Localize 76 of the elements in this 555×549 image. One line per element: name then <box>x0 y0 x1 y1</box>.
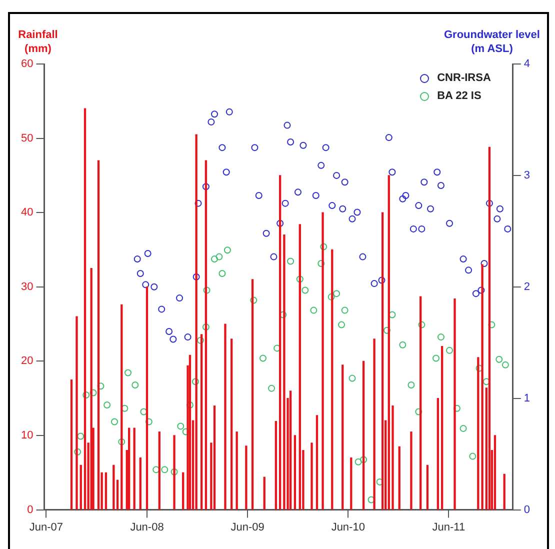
x-tick-label: Jun-10 <box>331 521 365 534</box>
bar <box>322 212 324 510</box>
bar <box>436 398 440 510</box>
y-tick-label: 40 <box>20 206 34 219</box>
bar <box>350 457 352 510</box>
bar <box>182 472 184 510</box>
bar <box>373 338 376 510</box>
bar <box>213 405 216 510</box>
bar <box>158 431 160 510</box>
bar <box>488 146 491 510</box>
y2-tick-label: 4 <box>524 58 530 70</box>
y2-tick-label: 3 <box>524 169 530 182</box>
bar <box>440 346 444 510</box>
bar <box>331 249 334 510</box>
bar <box>204 160 208 510</box>
bar <box>173 435 176 510</box>
bar <box>278 175 282 510</box>
bar <box>342 364 344 510</box>
bar <box>230 338 233 510</box>
x-tick-label: Jun-09 <box>230 521 264 534</box>
bar <box>112 464 115 510</box>
y-tick-label: 0 <box>27 504 34 516</box>
bar <box>316 415 318 510</box>
bar <box>494 435 496 510</box>
bar <box>454 298 456 510</box>
x-tick-label: Jun-07 <box>29 521 63 534</box>
bar <box>263 476 266 510</box>
bar <box>188 354 192 510</box>
y-tick-label: 10 <box>20 430 34 442</box>
bar <box>481 264 484 510</box>
bar <box>310 442 313 510</box>
bar <box>251 279 254 510</box>
x-tick-label: Jun-08 <box>130 521 164 534</box>
bar <box>80 464 82 510</box>
bar <box>420 296 422 510</box>
bar <box>76 316 78 510</box>
bar <box>289 390 292 510</box>
y2-tick-label: 1 <box>524 392 530 404</box>
bar <box>104 472 108 510</box>
x-tick-label: Jun-11 <box>432 521 466 534</box>
bar <box>388 175 390 510</box>
bar <box>195 134 198 510</box>
bar <box>362 360 365 510</box>
bar <box>410 431 412 510</box>
bar <box>97 160 100 510</box>
y2-tick-label: 2 <box>524 280 530 293</box>
bar <box>116 480 119 510</box>
bar <box>128 428 130 510</box>
y-tick-label: 60 <box>20 58 34 70</box>
legend-label: BA 22 IS <box>437 90 482 102</box>
bar <box>294 435 296 510</box>
y-axis-title: Rainfall (mm) <box>17 28 59 56</box>
bar <box>120 304 123 510</box>
bar <box>503 474 506 510</box>
y2-axis-title: Groundwater level (m ASL) <box>443 28 541 56</box>
bar <box>245 446 248 510</box>
y2-tick-label: 0 <box>524 504 530 516</box>
bar <box>139 457 142 510</box>
bar <box>426 464 429 510</box>
bar <box>200 334 203 510</box>
bar <box>236 431 238 510</box>
y-tick-label: 50 <box>20 132 34 144</box>
bar <box>283 234 286 510</box>
bar <box>381 212 384 510</box>
y-tick-label: 30 <box>20 280 34 293</box>
bar <box>70 379 73 510</box>
bar <box>298 224 301 510</box>
bar <box>224 324 226 510</box>
bar <box>133 428 136 510</box>
bar <box>477 357 480 510</box>
bar <box>398 446 400 510</box>
bar <box>146 286 148 510</box>
y-tick-label: 20 <box>20 355 34 368</box>
bar <box>274 421 278 510</box>
legend-label: CNR-IRSA <box>437 72 491 84</box>
bar <box>84 108 86 510</box>
